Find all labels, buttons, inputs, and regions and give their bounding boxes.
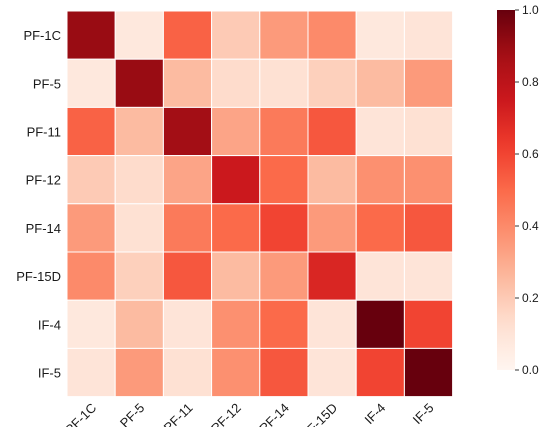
heatmap-cell-PF-5-IF-5 bbox=[403, 58, 454, 108]
heatmap-cell-PF-5-PF-5 bbox=[114, 58, 164, 108]
heatmap-cell-PF-15D-PF-1C bbox=[66, 251, 116, 301]
heatmap-cell-PF-11-PF-5 bbox=[114, 106, 164, 157]
heatmap-cell-IF-5-PF-14 bbox=[259, 347, 309, 398]
heatmap-cell-IF-4-PF-15D bbox=[307, 299, 357, 349]
colorbar-ticks: 0.0 0.2 0.4 0.6 0.8 1.0 bbox=[515, 3, 539, 377]
row-label: PF-5 bbox=[33, 76, 61, 91]
heatmap-cell-PF-5-PF-11 bbox=[162, 58, 213, 108]
heatmap-cell-PF-15D-PF-12 bbox=[211, 251, 261, 301]
heatmap-cell-PF-12-PF-14 bbox=[259, 155, 309, 205]
heatmap-cell-IF-4-IF-5 bbox=[403, 299, 454, 349]
heatmap-cell-PF-14-IF-5 bbox=[403, 203, 454, 253]
heatmap-cell-PF-12-PF-12 bbox=[211, 155, 261, 205]
heatmap-cell-PF-15D-IF-4 bbox=[355, 251, 405, 301]
heatmap-cell-PF-11-PF-1C bbox=[66, 106, 116, 157]
heatmap-cell-PF-1C-PF-1C bbox=[66, 10, 116, 60]
heatmap-cell-IF-5-IF-5 bbox=[403, 347, 454, 398]
heatmap-cells bbox=[66, 10, 454, 398]
heatmap-cell-PF-14-PF-12 bbox=[211, 203, 261, 253]
colorbar-gradient bbox=[497, 10, 515, 370]
heatmap-cell-PF-1C-PF-15D bbox=[307, 10, 357, 60]
heatmap-cell-IF-5-PF-12 bbox=[211, 347, 261, 398]
heatmap-cell-PF-5-PF-1C bbox=[66, 58, 116, 108]
colorbar-tick-label: 0.0 bbox=[522, 363, 539, 377]
heatmap-cell-IF-4-PF-11 bbox=[162, 299, 213, 349]
column-label: IF-4 bbox=[361, 400, 388, 427]
heatmap-cell-PF-1C-PF-5 bbox=[114, 10, 164, 60]
heatmap-cell-PF-12-PF-5 bbox=[114, 155, 164, 205]
heatmap-cell-PF-14-PF-1C bbox=[66, 203, 116, 253]
column-label: PF-1C bbox=[62, 400, 99, 427]
row-labels: PF-1C PF-5 PF-11 PF-12 PF-14 PF-15D IF-4 IF-5 bbox=[16, 28, 61, 380]
heatmap-cell-PF-12-PF-15D bbox=[307, 155, 357, 205]
heatmap-cell-PF-1C-IF-5 bbox=[403, 10, 454, 60]
column-label: IF-5 bbox=[410, 400, 437, 427]
colorbar: 0.0 0.2 0.4 0.6 0.8 1.0 bbox=[497, 3, 539, 377]
column-label: PF-14 bbox=[256, 400, 292, 427]
heatmap-cell-IF-5-IF-4 bbox=[355, 347, 405, 398]
heatmap-cell-PF-14-PF-14 bbox=[259, 203, 309, 253]
heatmap-cell-PF-15D-IF-5 bbox=[403, 251, 454, 301]
heatmap-cell-PF-5-PF-14 bbox=[259, 58, 309, 108]
heatmap-cell-PF-14-PF-15D bbox=[307, 203, 357, 253]
row-label: PF-15D bbox=[16, 269, 61, 284]
heatmap-cell-PF-14-IF-4 bbox=[355, 203, 405, 253]
heatmap-cell-IF-4-IF-4 bbox=[355, 299, 405, 349]
heatmap-cell-IF-5-PF-11 bbox=[162, 347, 213, 398]
heatmap-cell-PF-1C-PF-12 bbox=[211, 10, 261, 60]
heatmap-cell-PF-1C-PF-14 bbox=[259, 10, 309, 60]
heatmap-cell-PF-15D-PF-5 bbox=[114, 251, 164, 301]
heatmap-cell-IF-4-PF-1C bbox=[66, 299, 116, 349]
heatmap-cell-PF-12-PF-1C bbox=[66, 155, 116, 205]
heatmap-cell-PF-1C-PF-11 bbox=[162, 10, 213, 60]
heatmap-cell-IF-5-PF-15D bbox=[307, 347, 357, 398]
heatmap-cell-PF-15D-PF-15D bbox=[307, 251, 357, 301]
colorbar-tick-label: 0.4 bbox=[522, 219, 539, 233]
heatmap-cell-PF-12-PF-11 bbox=[162, 155, 213, 205]
row-label: IF-4 bbox=[38, 317, 61, 332]
heatmap-cell-IF-5-PF-5 bbox=[114, 347, 164, 398]
column-label: PF-11 bbox=[161, 400, 196, 427]
row-label: IF-5 bbox=[38, 366, 61, 381]
heatmap-cell-PF-12-IF-5 bbox=[403, 155, 454, 205]
row-label: PF-14 bbox=[26, 221, 61, 236]
column-label: PF-12 bbox=[208, 400, 244, 427]
heatmap-cell-PF-11-IF-5 bbox=[403, 106, 454, 157]
heatmap-cell-IF-4-PF-5 bbox=[114, 299, 164, 349]
heatmap-cell-PF-11-IF-4 bbox=[355, 106, 405, 157]
heatmap-cell-PF-14-PF-11 bbox=[162, 203, 213, 253]
colorbar-tick-label: 0.2 bbox=[522, 291, 539, 305]
heatmap-cell-PF-11-PF-15D bbox=[307, 106, 357, 157]
heatmap-cell-PF-15D-PF-11 bbox=[162, 251, 213, 301]
heatmap-cell-PF-1C-IF-4 bbox=[355, 10, 405, 60]
heatmap-cell-IF-5-PF-1C bbox=[66, 347, 116, 398]
heatmap-cell-PF-12-IF-4 bbox=[355, 155, 405, 205]
column-labels: PF-1C PF-5 PF-11 PF-12 PF-14 PF-15D IF-4 IF-5 bbox=[62, 400, 437, 427]
heatmap-cell-PF-11-PF-11 bbox=[162, 106, 213, 157]
heatmap-cell-PF-5-PF-12 bbox=[211, 58, 261, 108]
heatmap-cell-PF-5-IF-4 bbox=[355, 58, 405, 108]
row-label: PF-11 bbox=[27, 125, 61, 140]
heatmap-cell-PF-11-PF-12 bbox=[211, 106, 261, 157]
row-label: PF-12 bbox=[26, 173, 61, 188]
heatmap-cell-PF-14-PF-5 bbox=[114, 203, 164, 253]
heatmap-cell-IF-4-PF-14 bbox=[259, 299, 309, 349]
column-label: PF-15D bbox=[298, 400, 340, 427]
heatmap-cell-IF-4-PF-12 bbox=[211, 299, 261, 349]
colorbar-tick-label: 0.8 bbox=[522, 75, 539, 89]
column-label: PF-5 bbox=[117, 400, 148, 427]
colorbar-tick-label: 1.0 bbox=[522, 3, 539, 17]
heatmap-cell-PF-11-PF-14 bbox=[259, 106, 309, 157]
row-label: PF-1C bbox=[23, 28, 61, 43]
heatmap-cell-PF-5-PF-15D bbox=[307, 58, 357, 108]
heatmap-cell-PF-15D-PF-14 bbox=[259, 251, 309, 301]
colorbar-tick-label: 0.6 bbox=[522, 147, 539, 161]
